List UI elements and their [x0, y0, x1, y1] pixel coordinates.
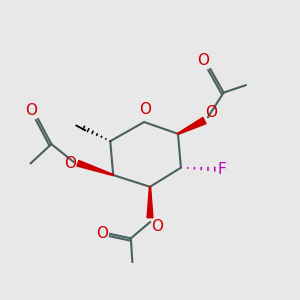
Polygon shape — [77, 160, 113, 175]
Text: O: O — [206, 105, 218, 120]
Text: O: O — [64, 156, 76, 171]
Polygon shape — [147, 187, 153, 218]
Text: O: O — [96, 226, 108, 241]
Text: O: O — [197, 53, 209, 68]
Polygon shape — [178, 117, 206, 134]
Text: O: O — [152, 219, 164, 234]
Text: F: F — [217, 162, 226, 177]
Text: O: O — [25, 103, 37, 118]
Text: O: O — [140, 102, 152, 117]
